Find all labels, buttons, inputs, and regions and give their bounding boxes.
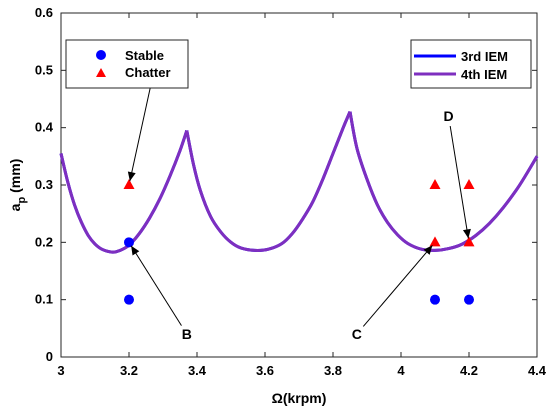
axis-ticks: 3 3.2 3.4 3.6 3.8 4 4.2 4.4 0 0.1 0.2 0.3 0.4 0.5 0.6 <box>35 5 547 378</box>
legend-3rd-iem-label: 3rd IEM <box>461 49 508 64</box>
annotation-arrow-c <box>362 245 433 327</box>
y-axis-label-sub: p <box>16 197 28 204</box>
annotation-arrow-b <box>130 245 182 326</box>
x-tick-label: 3.8 <box>324 363 342 378</box>
annotation-arrowhead-b <box>131 245 140 256</box>
series-4th-iem-line <box>348 111 539 252</box>
annotation-label-d: D <box>444 108 454 124</box>
annotation-label-c: C <box>352 326 362 342</box>
y-tick-label: 0.6 <box>35 5 53 20</box>
annotation-label-b: B <box>182 326 192 342</box>
y-axis-label-unit: (mm) <box>7 159 23 197</box>
legend-chatter-label: Chatter <box>125 65 171 80</box>
lines-legend-box <box>410 39 532 89</box>
stable-point <box>124 237 134 248</box>
legend-stable-label: Stable <box>125 48 164 63</box>
annotation-arrowhead-d <box>462 228 471 239</box>
y-tick-label: 0.2 <box>35 234 53 249</box>
points-legend: Stable Chatter <box>65 39 189 89</box>
annotation-arrowhead-c <box>423 245 433 255</box>
annotation-arrow-d <box>449 125 469 239</box>
chatter-point <box>429 179 441 189</box>
y-tick-label: 0.3 <box>35 177 53 192</box>
lines-legend: 3rd IEM 4th IEM <box>410 39 532 89</box>
series-4th-iem-line <box>185 111 352 252</box>
stable-point <box>430 294 440 305</box>
chatter-point <box>429 236 441 247</box>
x-tick-label: 3.2 <box>120 363 138 378</box>
x-tick-label: 3.4 <box>188 363 207 378</box>
y-tick-label: 0.4 <box>35 120 54 135</box>
y-axis-label: ap (mm) <box>7 159 28 212</box>
chatter-point <box>123 179 135 189</box>
x-tick-label: 3.6 <box>256 363 274 378</box>
annotation-arrowhead-a <box>127 171 136 182</box>
y-tick-label: 0 <box>46 349 53 364</box>
legend-chatter-marker <box>96 68 106 77</box>
x-tick-label: 3 <box>57 363 64 378</box>
x-tick-label: 4.2 <box>460 363 478 378</box>
x-tick-label: 4 <box>397 363 405 378</box>
annotation-arrow-a <box>129 85 152 182</box>
series-4th-iem-line <box>59 130 189 254</box>
y-axis-label-main: a <box>7 203 23 211</box>
points-legend-box <box>65 39 189 89</box>
stable-point <box>464 294 474 305</box>
y-tick-label: 0.5 <box>35 62 53 77</box>
x-axis-label: Ω(krpm) <box>272 390 327 406</box>
stable-point <box>124 294 134 305</box>
experiment-points <box>123 179 475 305</box>
x-tick-label: 4.4 <box>528 363 547 378</box>
legend-4th-iem-label: 4th IEM <box>461 67 507 82</box>
y-tick-label: 0.1 <box>35 292 53 307</box>
legend-stable-marker <box>96 50 106 60</box>
chatter-point <box>463 236 475 247</box>
chatter-point <box>463 179 475 189</box>
stability-lobes <box>59 111 539 254</box>
